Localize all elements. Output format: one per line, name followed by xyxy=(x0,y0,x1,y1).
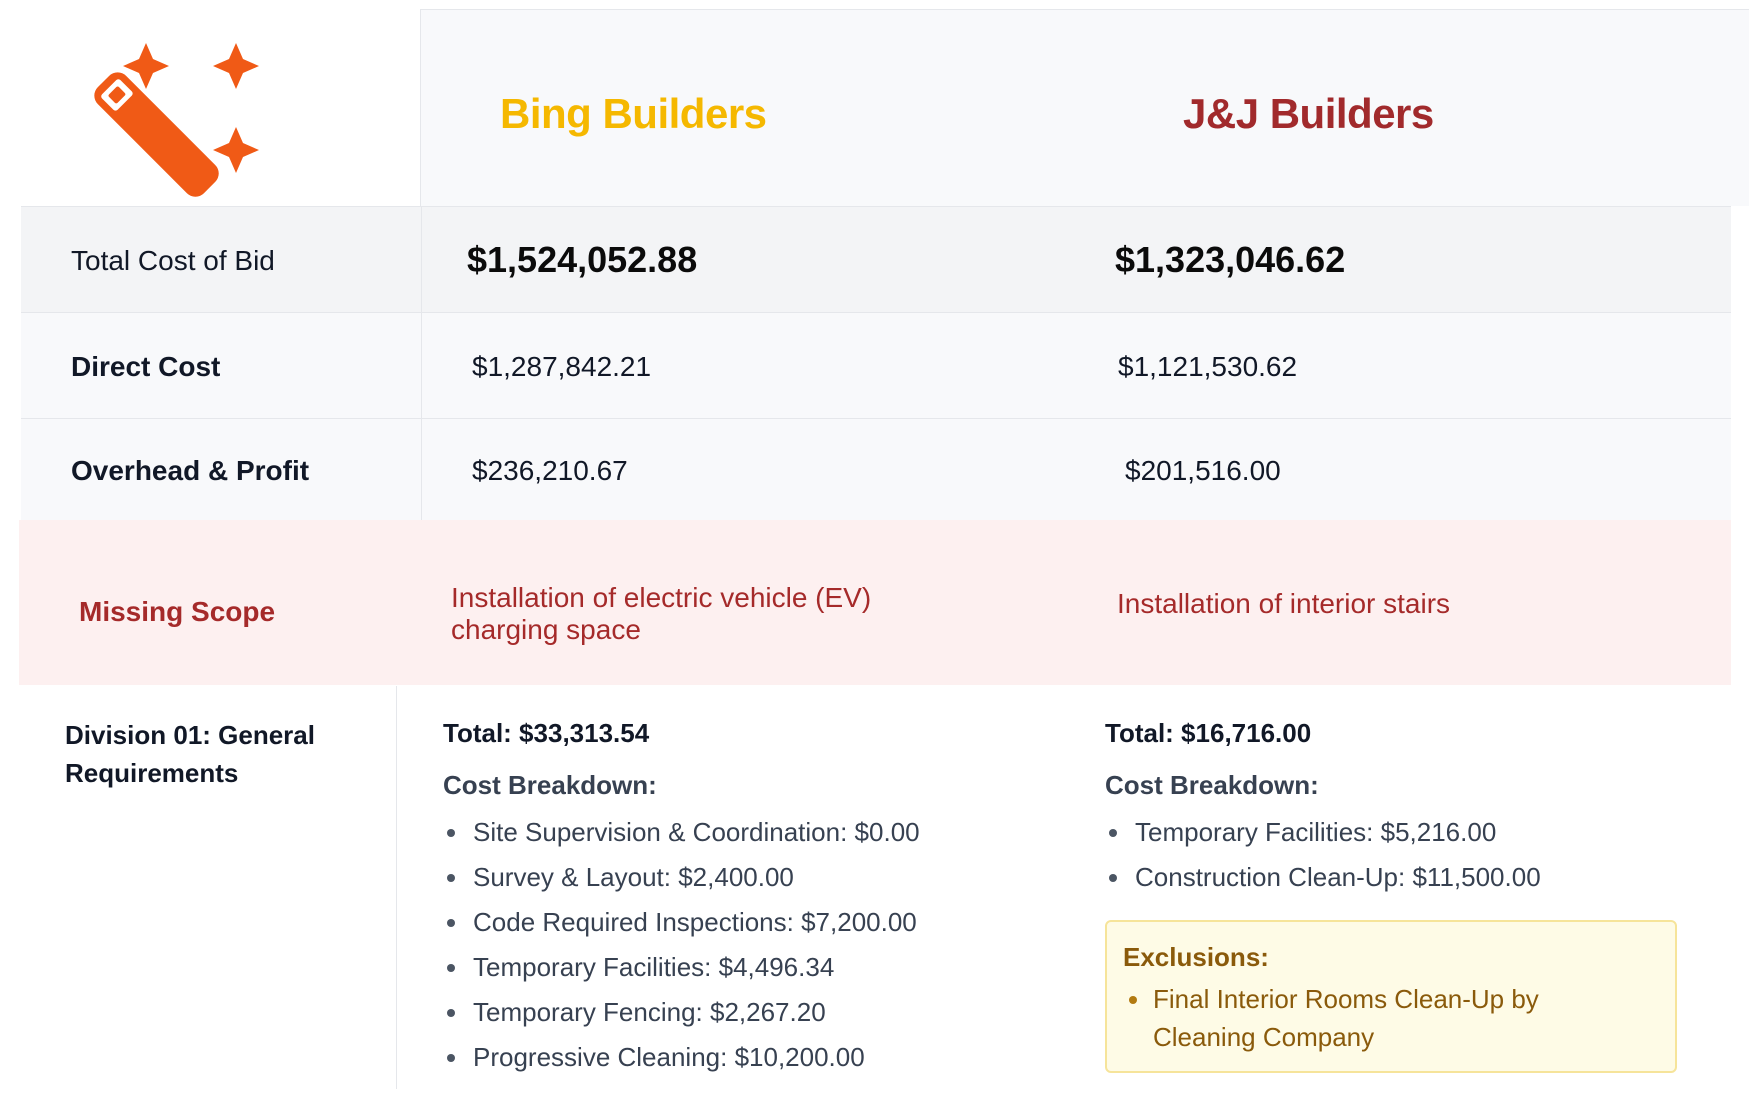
bidder-name-jj: J&J Builders xyxy=(1183,90,1434,137)
list-item-text: Temporary Facilities: $4,496.34 xyxy=(473,952,835,982)
missing-scope-jj: Installation of interior stairs xyxy=(1117,588,1451,619)
division-total-bing: Total: $33,313.54 xyxy=(443,718,650,748)
bullet-icon xyxy=(447,1009,455,1017)
missing-scope-bing-line1: Installation of electric vehicle (EV) xyxy=(451,582,872,613)
breakdown-list-bing: Site Supervision & Coordination: $0.00 S… xyxy=(443,810,920,1080)
exclusions-list: Final Interior Rooms Clean-Up by Cleanin… xyxy=(1123,980,1643,1056)
total-cost-row: Total Cost of Bid $1,524,052.88 $1,323,0… xyxy=(21,206,1731,312)
missing-scope-bing-line2: charging space xyxy=(451,614,641,645)
column-divider xyxy=(421,207,422,312)
total-cost-jj: $1,323,046.62 xyxy=(1115,239,1346,280)
division-label: Division 01: General Requirements xyxy=(65,716,365,792)
direct-cost-label: Direct Cost xyxy=(71,351,221,382)
bullet-icon xyxy=(1109,829,1117,837)
list-item: Site Supervision & Coordination: $0.00 xyxy=(443,810,920,855)
list-item-text: Final Interior Rooms Clean-Up by Cleanin… xyxy=(1153,984,1539,1052)
breakdown-title-bing: Cost Breakdown: xyxy=(443,770,657,800)
breakdown-list-jj: Temporary Facilities: $5,216.00 Construc… xyxy=(1105,810,1541,900)
direct-cost-row: Direct Cost $1,287,842.21 $1,121,530.62 xyxy=(21,312,1731,418)
column-divider xyxy=(421,419,422,520)
exclusions-box: Exclusions: Final Interior Rooms Clean-U… xyxy=(1105,920,1677,1073)
list-item: Temporary Facilities: $5,216.00 xyxy=(1105,810,1541,855)
division-label-line2: Requirements xyxy=(65,758,239,788)
logo-cell xyxy=(21,9,421,206)
bidder-name-bing: Bing Builders xyxy=(500,90,767,137)
missing-scope-label: Missing Scope xyxy=(79,596,276,627)
list-item-text: Site Supervision & Coordination: $0.00 xyxy=(473,817,920,847)
column-divider xyxy=(421,313,422,418)
overhead-jj: $201,516.00 xyxy=(1125,455,1281,486)
overhead-bing: $236,210.67 xyxy=(472,455,628,486)
exclusions-title: Exclusions: xyxy=(1123,942,1269,972)
bullet-icon xyxy=(447,919,455,927)
bullet-icon xyxy=(447,1054,455,1062)
bullet-icon xyxy=(1109,874,1117,882)
direct-cost-jj: $1,121,530.62 xyxy=(1118,351,1298,382)
overhead-row: Overhead & Profit $236,210.67 $201,516.0… xyxy=(21,418,1731,520)
bullet-icon xyxy=(447,829,455,837)
list-item: Survey & Layout: $2,400.00 xyxy=(443,855,920,900)
list-item-text: Temporary Facilities: $5,216.00 xyxy=(1135,817,1497,847)
total-cost-bing: $1,524,052.88 xyxy=(467,239,698,280)
bullet-icon xyxy=(447,874,455,882)
list-item-text: Temporary Fencing: $2,267.20 xyxy=(473,997,826,1027)
list-item: Progressive Cleaning: $10,200.00 xyxy=(443,1035,920,1080)
division-total-jj: Total: $16,716.00 xyxy=(1105,718,1312,748)
breakdown-title-jj: Cost Breakdown: xyxy=(1105,770,1319,800)
list-item: Temporary Facilities: $4,496.34 xyxy=(443,945,920,990)
list-item-text: Construction Clean-Up: $11,500.00 xyxy=(1135,862,1541,892)
magic-wand-icon xyxy=(94,43,259,197)
list-item: Code Required Inspections: $7,200.00 xyxy=(443,900,920,945)
direct-cost-bing: $1,287,842.21 xyxy=(472,351,652,382)
column-divider xyxy=(396,686,397,1089)
bullet-icon xyxy=(1129,996,1137,1004)
list-item-text: Progressive Cleaning: $10,200.00 xyxy=(473,1042,865,1072)
list-item: Construction Clean-Up: $11,500.00 xyxy=(1105,855,1541,900)
bullet-icon xyxy=(447,964,455,972)
list-item-text: Code Required Inspections: $7,200.00 xyxy=(473,907,917,937)
list-item-text: Survey & Layout: $2,400.00 xyxy=(473,862,794,892)
total-cost-label: Total Cost of Bid xyxy=(71,245,275,276)
list-item: Temporary Fencing: $2,267.20 xyxy=(443,990,920,1035)
division-label-line1: Division 01: General xyxy=(65,720,315,750)
list-item: Final Interior Rooms Clean-Up by Cleanin… xyxy=(1123,980,1643,1056)
missing-scope-row: Missing Scope Installation of electric v… xyxy=(19,520,1731,685)
overhead-label: Overhead & Profit xyxy=(71,455,310,486)
